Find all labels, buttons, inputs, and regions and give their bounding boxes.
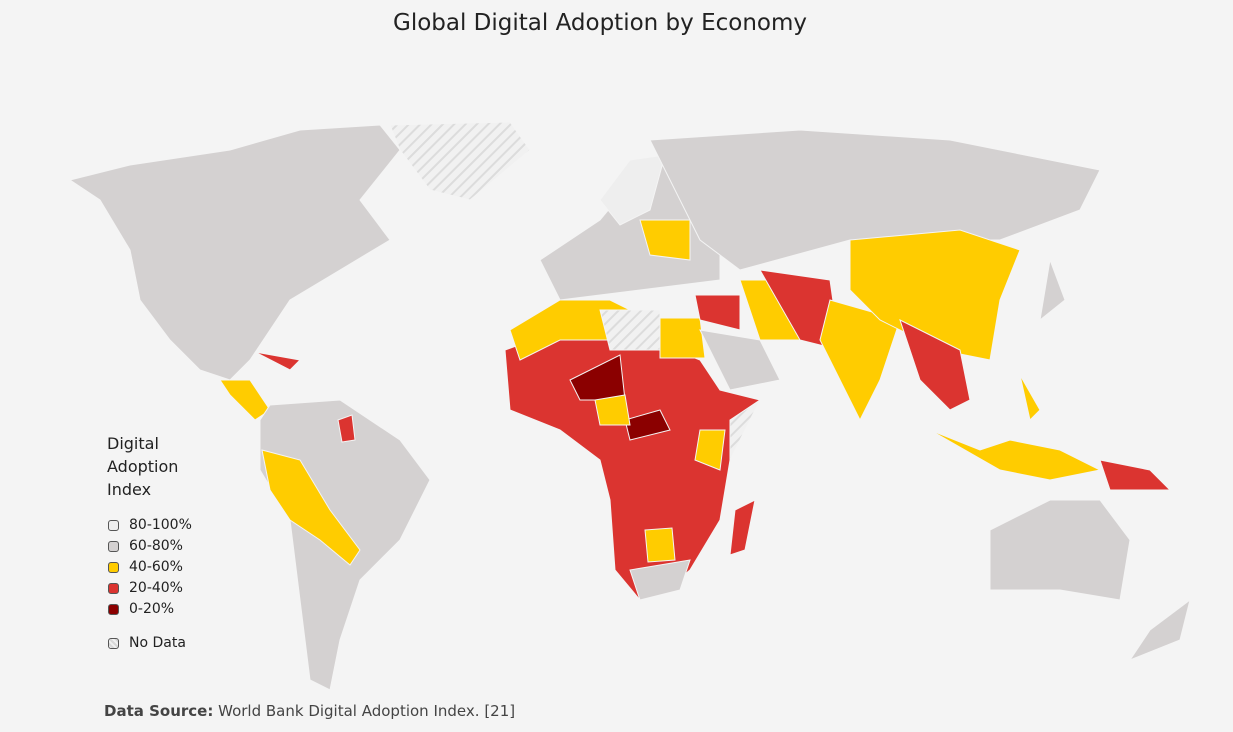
egypt xyxy=(659,317,706,359)
papua xyxy=(1099,459,1172,491)
philippines xyxy=(1019,374,1041,421)
source-text: World Bank Digital Adoption Index. xyxy=(218,702,480,720)
legend-item: 20-40% xyxy=(108,580,183,596)
legend-item: 40-60% xyxy=(108,559,183,575)
ukraine xyxy=(639,219,691,261)
south-africa xyxy=(629,559,691,601)
andes xyxy=(261,449,361,566)
legend-label: 20-40% xyxy=(129,580,183,596)
libya xyxy=(599,309,661,351)
kenya xyxy=(694,429,726,471)
nigeria xyxy=(594,394,631,426)
arabia xyxy=(699,329,781,391)
legend-swatch xyxy=(108,603,119,615)
legend-swatch xyxy=(108,540,119,552)
australia xyxy=(989,499,1131,601)
legend-swatch xyxy=(108,519,119,531)
title: Global Digital Adoption by Economy xyxy=(393,10,807,36)
legend-item: No Data xyxy=(108,635,186,651)
indonesia xyxy=(929,429,1102,481)
new-zealand xyxy=(1128,598,1191,662)
caribbean xyxy=(254,351,302,371)
north-america xyxy=(68,124,401,381)
central-america xyxy=(219,379,271,421)
source-ref: [21] xyxy=(484,702,516,720)
legend-label: 0-20% xyxy=(129,601,175,617)
legend-swatch xyxy=(108,561,119,573)
legend-label: No Data xyxy=(129,635,186,651)
source-label: Data Source: xyxy=(104,702,214,720)
central-african-republic xyxy=(624,409,671,441)
legend-swatch xyxy=(108,582,119,594)
botswana xyxy=(644,527,676,563)
southeast-asia xyxy=(899,319,971,411)
madagascar xyxy=(729,499,756,556)
china xyxy=(849,229,1021,361)
north-asia xyxy=(649,129,1101,271)
greenland xyxy=(389,121,531,201)
legend-label: 40-60% xyxy=(129,559,183,575)
legend-label: 60-80% xyxy=(129,538,183,554)
legend-item: 60-80% xyxy=(108,538,183,554)
somalia xyxy=(729,398,762,461)
middle-east xyxy=(694,294,741,331)
japan xyxy=(1039,258,1066,322)
legend-title: Digital Adoption Index xyxy=(107,434,179,499)
legend-swatch xyxy=(108,637,119,649)
legend-item: 0-20% xyxy=(108,601,174,617)
guyana xyxy=(337,414,356,443)
legend-label: 80-100% xyxy=(129,517,192,533)
legend-item: 80-100% xyxy=(108,517,192,533)
footer: Data Source: World Bank Digital Adoption… xyxy=(104,702,515,720)
nordics xyxy=(599,154,666,226)
